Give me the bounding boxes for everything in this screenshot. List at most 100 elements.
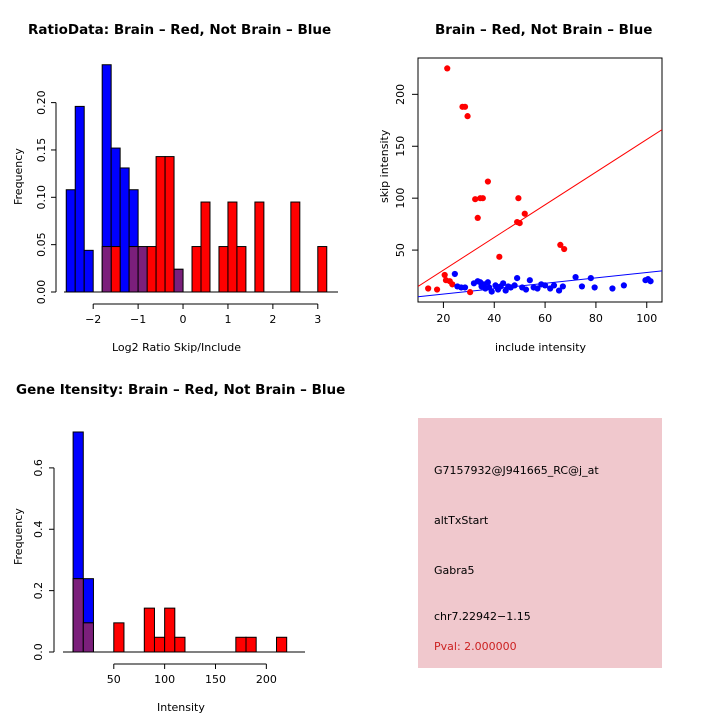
ratio-x-tick-label: −2 xyxy=(85,313,101,326)
ratio-histogram-xlabel: Log2 Ratio Skip/Include xyxy=(112,341,242,354)
scatter-y-tick-label: 200 xyxy=(394,84,407,105)
scatter-point-notbrain xyxy=(484,279,491,286)
scatter-frame xyxy=(417,57,663,303)
panel-scatter: Brain – Red, Not Brain – Blue skip inten… xyxy=(360,0,720,360)
gene-bar-brain xyxy=(245,636,257,653)
gene-bar-overlap xyxy=(72,578,84,653)
ratio-bar-brain xyxy=(155,156,166,293)
ratio-bar-brain xyxy=(254,201,265,293)
scatter-point-notbrain xyxy=(550,282,558,289)
scatter-point-brain xyxy=(557,241,564,248)
ratio-y-tick-label: 0.10 xyxy=(35,185,48,210)
scatter-point-brain xyxy=(461,103,469,110)
scatter-x-tick-label: 100 xyxy=(636,312,657,325)
info-line-2: altTxStart xyxy=(434,514,489,527)
scatter-point-notbrain xyxy=(620,282,627,289)
ratio-bar-brain xyxy=(110,246,121,293)
scatter-ylabel: skip intensity xyxy=(378,129,391,203)
ratio-y-tick-label: 0.00 xyxy=(35,280,48,305)
scatter-point-notbrain xyxy=(587,275,594,282)
ratio-bar-overlap xyxy=(101,246,112,293)
panel-ratio-histogram: RatioData: Brain – Red, Not Brain – Blue… xyxy=(0,0,360,360)
scatter-xlabel: include intensity xyxy=(495,341,587,354)
ratio-bar-brain xyxy=(200,201,211,293)
ratio-bar-brain xyxy=(191,246,202,293)
gene-bar-brain xyxy=(174,636,186,653)
scatter-point-brain xyxy=(449,281,456,288)
gene-histogram-xlabel: Intensity xyxy=(157,701,205,714)
gene-histogram-ylabel: Frequency xyxy=(12,508,25,565)
gene-bar-brain xyxy=(153,636,166,653)
scatter-x-tick-label: 40 xyxy=(487,312,501,325)
gene-histogram-plot: 0.0 0.2 0.4 0.6 50 100 150 200 xyxy=(32,431,305,686)
ratio-x-tick-label: 0 xyxy=(180,313,187,326)
scatter-fit-line-brain-fit xyxy=(418,129,662,287)
gene-info-box: G7157932@J941665_RC@j_at altTxStart Gabra5… xyxy=(418,418,662,668)
scatter-point-notbrain xyxy=(609,285,616,292)
scatter-point-brain xyxy=(516,219,523,227)
scatter-point-notbrain xyxy=(541,282,549,289)
scatter-point-brain xyxy=(561,245,568,253)
ratio-bar-brain xyxy=(227,201,238,293)
scatter-point-notbrain xyxy=(500,280,507,287)
scatter-x-tick-label: 60 xyxy=(538,312,552,325)
info-line-5: Pval: 2.000000 xyxy=(434,640,517,653)
scatter-point-brain xyxy=(444,65,451,72)
scatter-point-notbrain xyxy=(514,275,521,282)
ratio-x-tick-label: 1 xyxy=(224,313,231,326)
ratio-bar-overlap xyxy=(173,268,184,293)
info-line-4: chr7.22942−1.15 xyxy=(434,610,531,623)
ratio-histogram-plot: 0.00 0.05 0.10 0.15 0.20 −2 −1 0 1 2 3 xyxy=(35,64,338,326)
ratio-y-tick-label: 0.05 xyxy=(35,232,48,257)
scatter-point-brain xyxy=(515,195,522,202)
gene-x-tick-label: 200 xyxy=(256,673,277,686)
scatter-point-brain xyxy=(433,286,441,293)
gene-x-tick-label: 100 xyxy=(154,673,175,686)
scatter-point-notbrain xyxy=(488,288,495,295)
gene-y-tick-label: 0.2 xyxy=(32,582,45,600)
ratio-bar-notbrain xyxy=(65,189,76,293)
scatter-point-brain xyxy=(474,214,481,221)
scatter-point-brain xyxy=(441,271,448,279)
info-line-3: Gabra5 xyxy=(434,564,475,577)
gene-bar-overlap xyxy=(82,622,94,653)
scatter-y-tick-label: 150 xyxy=(394,136,407,157)
panel-gene-histogram: Gene Itensity: Brain – Red, Not Brain – … xyxy=(0,360,360,720)
ratio-bar-brain xyxy=(146,246,157,293)
ratio-bar-brain xyxy=(317,246,328,293)
scatter-point-brain xyxy=(472,196,479,203)
ratio-y-tick-label: 0.15 xyxy=(35,138,48,163)
gene-y-tick-label: 0.0 xyxy=(32,643,45,661)
scatter-point-brain xyxy=(467,289,474,296)
scatter-y-tick-label: 50 xyxy=(394,243,407,257)
gene-x-tick-label: 150 xyxy=(205,673,226,686)
ratio-bar-notbrain xyxy=(119,167,130,293)
gene-bar-brain xyxy=(113,622,125,653)
ratio-histogram-title: RatioData: Brain – Red, Not Brain – Blue xyxy=(28,22,332,38)
scatter-point-brain xyxy=(484,178,491,185)
scatter-title: Brain – Red, Not Brain – Blue xyxy=(435,22,653,38)
gene-x-tick-label: 50 xyxy=(107,673,121,686)
info-line-1: G7157932@J941665_RC@j_at xyxy=(434,464,599,477)
scatter-x-tick-label: 80 xyxy=(589,312,603,325)
ratio-histogram-ylabel: Frequency xyxy=(12,148,25,205)
scatter-point-notbrain xyxy=(522,286,530,293)
ratio-bar-brain xyxy=(290,201,301,293)
scatter-point-brain xyxy=(521,210,528,217)
scatter-point-brain xyxy=(464,113,471,120)
ratio-x-tick-label: 2 xyxy=(269,313,276,326)
ratio-bar-notbrain xyxy=(83,249,94,293)
scatter-point-notbrain xyxy=(534,285,541,292)
gene-bar-brain xyxy=(164,607,176,653)
ratio-bar-brain xyxy=(218,246,229,293)
ratio-bar-brain xyxy=(164,156,175,293)
gene-bar-brain xyxy=(276,636,288,653)
ratio-bar-overlap xyxy=(128,246,139,293)
scatter-point-notbrain xyxy=(591,284,598,291)
scatter-point-notbrain xyxy=(559,283,566,290)
gene-histogram-title: Gene Itensity: Brain – Red, Not Brain – … xyxy=(16,382,346,398)
scatter-y-tick-label: 100 xyxy=(394,188,407,209)
ratio-x-tick-label: −1 xyxy=(130,313,146,326)
gene-y-tick-label: 0.4 xyxy=(32,521,45,539)
